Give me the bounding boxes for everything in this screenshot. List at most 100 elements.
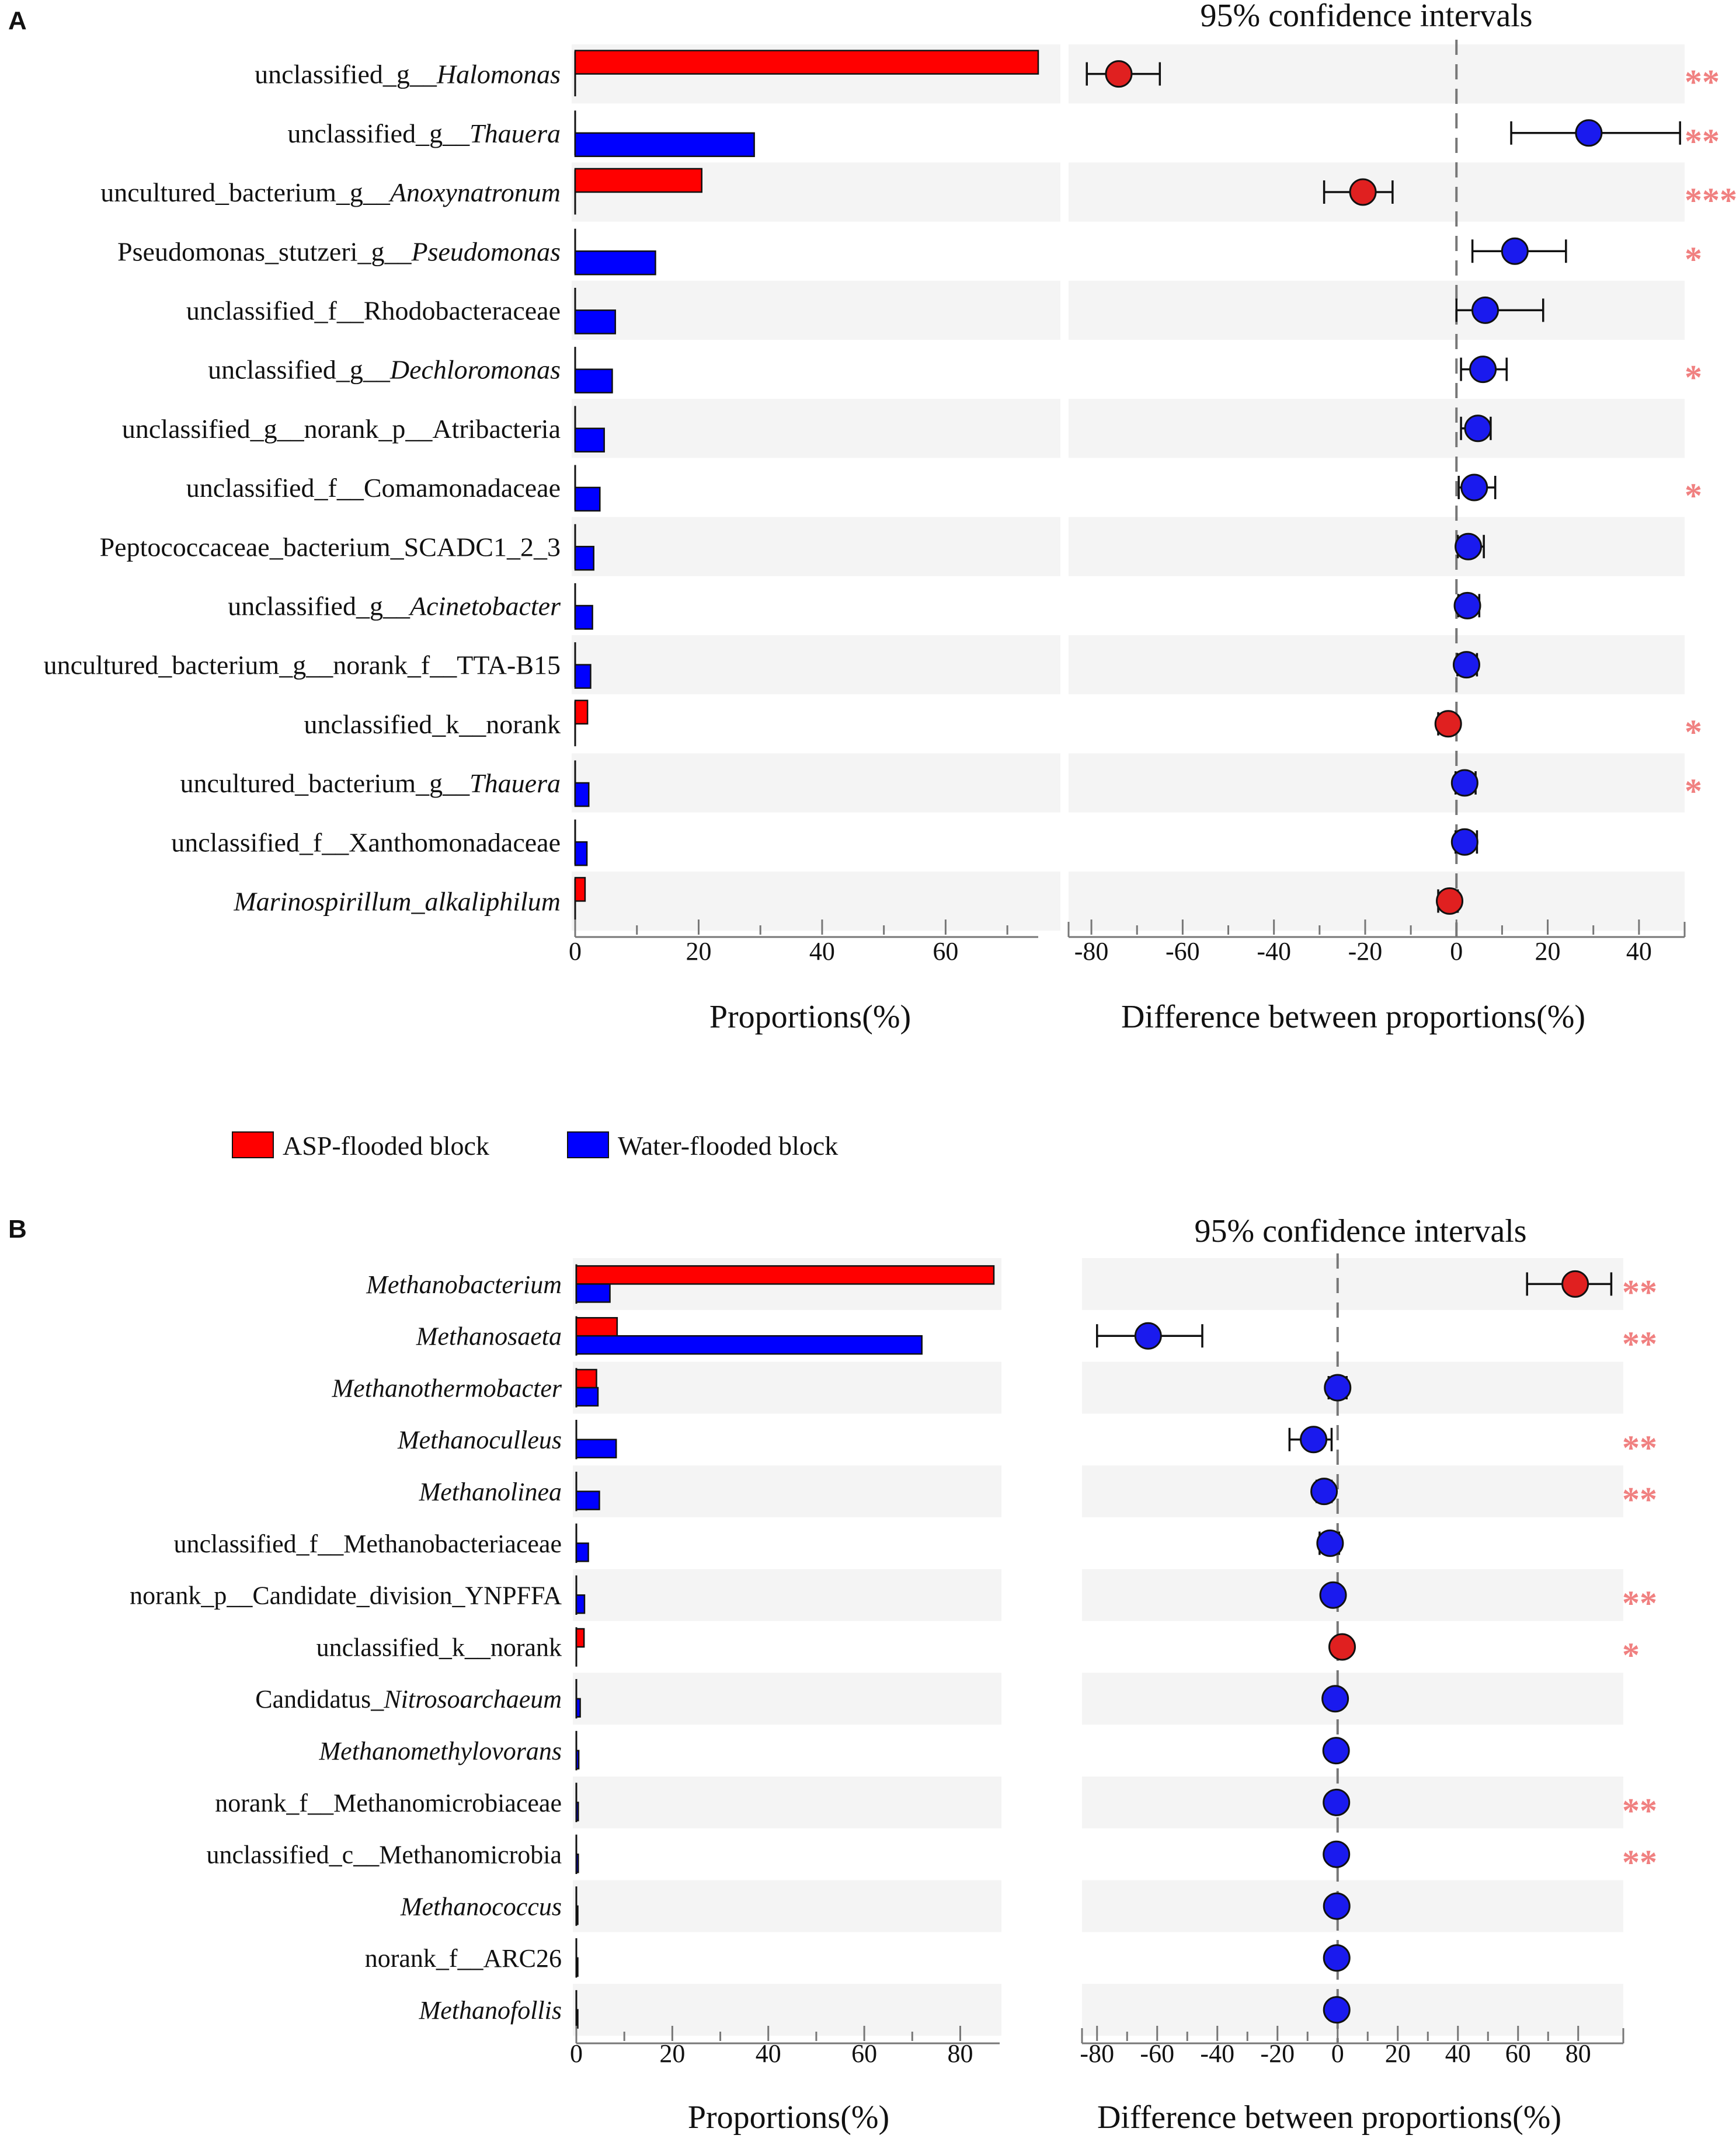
ci-point-asp	[1561, 1270, 1589, 1298]
ci-point-water	[1450, 769, 1478, 797]
bar-water	[574, 132, 755, 158]
bar-water	[575, 1542, 589, 1562]
bar-water	[574, 427, 605, 453]
bar-water	[575, 1853, 579, 1873]
category-label: norank_p__Candidate_division_YNPFFA	[130, 1582, 562, 1610]
panel-a: A 95% confidence intervals unclassified_g_…	[8, 0, 1736, 1035]
category-label: unclassified_g__Halomonas	[255, 60, 561, 89]
bar-asp	[575, 1265, 995, 1285]
stripe-right-b	[1082, 1465, 1623, 1517]
bar-asp	[574, 50, 1039, 75]
right-tick-label: 20	[1535, 937, 1561, 966]
bar-water	[575, 1802, 579, 1821]
significance-marker: *	[1685, 240, 1702, 278]
bar-asp	[575, 1368, 597, 1389]
bar-water	[575, 1335, 923, 1355]
bar-water	[574, 664, 592, 689]
left-tick-label: 20	[686, 937, 711, 966]
bar-water	[574, 605, 593, 630]
ci-point-water	[1323, 1944, 1351, 1972]
bar-water	[574, 309, 616, 335]
legend: ASP-flooded block Water-flooded block	[232, 1131, 838, 1161]
left-tick-label: 40	[809, 937, 835, 966]
ci-point-water	[1453, 591, 1481, 619]
bar-water	[574, 841, 588, 866]
significance-marker: *	[1685, 358, 1702, 397]
bar-water	[574, 250, 656, 276]
ci-point-water	[1323, 1840, 1351, 1868]
ci-point-asp	[1328, 1633, 1356, 1661]
right-tick-label: -40	[1200, 2039, 1234, 2068]
right-x-axis-title-b: Difference between proportions(%)	[1097, 2099, 1561, 2136]
category-label: unclassified_f__Rhodobacteraceae	[186, 296, 561, 326]
right-tick-label: 20	[1385, 2039, 1411, 2068]
bar-water	[575, 1387, 599, 1407]
stripe-left-b	[573, 1984, 1001, 2036]
right-tick-label: 80	[1565, 2039, 1591, 2068]
left-tick-label: 60	[851, 2039, 877, 2068]
bar-water	[574, 486, 601, 512]
stripe-right-a	[1069, 635, 1685, 695]
bar-asp	[575, 1628, 585, 1648]
category-label: Methanobacterium	[366, 1270, 562, 1299]
right-tick-label: 60	[1505, 2039, 1531, 2068]
legend-water-swatch	[567, 1131, 609, 1158]
ci-point-water	[1455, 532, 1483, 560]
left-tick-label: 60	[933, 937, 958, 966]
ci-point-water	[1452, 651, 1480, 679]
significance-marker: **	[1622, 1481, 1657, 1519]
significance-marker: **	[1685, 63, 1720, 102]
bar-asp	[575, 1316, 618, 1337]
right-tick-label: -20	[1348, 937, 1383, 966]
ci-point-water	[1460, 473, 1488, 501]
right-tick-label: -80	[1080, 2039, 1114, 2068]
significance-marker: *	[1685, 713, 1702, 751]
category-label: Methanolinea	[419, 1478, 562, 1506]
ci-point-water	[1324, 1374, 1352, 1402]
stripe-right-b	[1082, 1569, 1623, 1621]
significance-marker: **	[1622, 1325, 1657, 1363]
significance-marker: **	[1622, 1273, 1657, 1311]
ci-point-water	[1134, 1322, 1162, 1350]
category-label: unclassified_g__Thauera	[287, 119, 561, 148]
ci-point-asp	[1434, 710, 1462, 738]
significance-marker: **	[1685, 122, 1720, 161]
bar-water	[575, 2009, 579, 2029]
category-label: unclassified_g__Dechloromonas	[208, 355, 561, 385]
bar-asp	[574, 168, 703, 193]
stripe-right-a	[1069, 871, 1685, 931]
legend-asp-swatch	[232, 1131, 274, 1158]
right-tick-label: 0	[1450, 937, 1463, 966]
bar-water	[575, 1698, 581, 1718]
stripe-left-a	[572, 280, 1060, 340]
ci-point-water	[1310, 1478, 1338, 1506]
significance-marker: *	[1685, 772, 1702, 810]
stripe-left-b	[573, 1673, 1001, 1725]
category-label: norank_f__Methanomicrobiaceae	[215, 1789, 562, 1817]
stripe-right-a	[1069, 44, 1685, 104]
stripe-right-a	[1069, 280, 1685, 340]
stripe-left-a	[572, 635, 1060, 695]
significance-marker: **	[1622, 1843, 1657, 1882]
significance-marker: *	[1622, 1636, 1640, 1674]
bar-water	[575, 1283, 611, 1303]
bar-water	[575, 1750, 580, 1770]
category-label: Peptococcaceae_bacterium_SCADC1_2_3	[100, 532, 561, 562]
stripe-left-a	[572, 517, 1060, 576]
ci-point-asp	[1349, 178, 1377, 206]
ci-point-water	[1469, 356, 1497, 384]
stripe-right-b	[1082, 1984, 1623, 2036]
category-label: Methanofollis	[419, 1996, 562, 2025]
bar-asp	[574, 877, 586, 902]
left-x-axis-title-a: Proportions(%)	[709, 999, 911, 1035]
bar-water	[574, 782, 590, 807]
ci-title-b: 95% confidence intervals	[1194, 1213, 1526, 1249]
right-x-axis-title-a: Difference between proportions(%)	[1121, 999, 1585, 1035]
stripe-right-a	[1069, 517, 1685, 576]
left-tick-label: 40	[756, 2039, 781, 2068]
stripe-left-b	[573, 1880, 1001, 1932]
category-label: unclassified_c__Methanomicrobia	[207, 1841, 562, 1869]
significance-marker: **	[1622, 1429, 1657, 1467]
right-tick-label: 0	[1331, 2039, 1344, 2068]
